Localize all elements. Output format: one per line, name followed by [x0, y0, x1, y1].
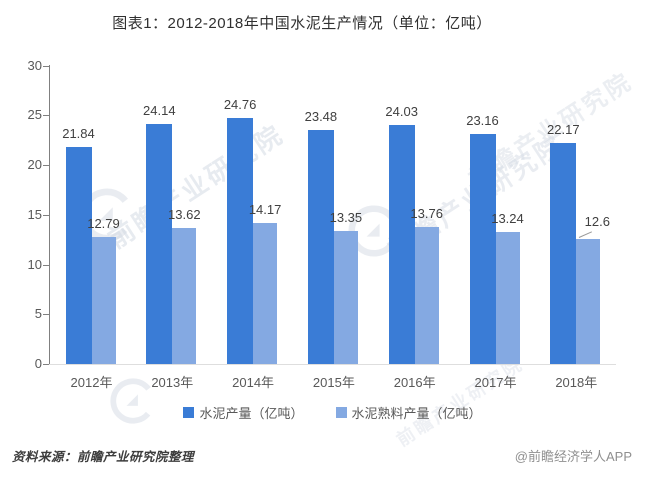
legend: 水泥产量（亿吨） 水泥熟料产量（亿吨）	[49, 403, 616, 421]
y-axis-tick	[43, 115, 49, 117]
y-axis-tick	[43, 314, 49, 316]
y-axis-tick-label: 0	[34, 356, 42, 371]
x-axis-category-label: 2012年	[70, 375, 113, 390]
y-axis-tick-label: 30	[27, 57, 42, 73]
bar-cement-output	[227, 117, 254, 364]
legend-item-clinker: 水泥熟料产量（亿吨）	[335, 403, 482, 422]
bar-clinker-output	[495, 232, 520, 364]
credit-note: @前瞻经济学人APP	[514, 449, 632, 464]
data-label-cement: 24.76	[223, 96, 257, 112]
y-axis-tick-label: 10	[27, 256, 42, 272]
y-axis-tick-label: 5	[34, 306, 42, 322]
bar-clinker-output	[91, 236, 116, 364]
y-axis-tick-label: 25	[27, 107, 42, 123]
bar-clinker-output	[253, 223, 278, 364]
bar-cement-output	[469, 133, 496, 364]
x-axis-category-label: 2015年	[312, 375, 355, 390]
y-axis-tick-label: 15	[27, 206, 42, 222]
data-label-clinker: 13.76	[410, 206, 443, 222]
data-label-clinker: 12.79	[87, 215, 120, 231]
x-axis-category-label: 2013年	[151, 375, 194, 390]
data-label-clinker: 13.62	[168, 207, 201, 223]
source-note: 资料来源：前瞻产业研究院整理	[12, 450, 195, 464]
x-axis-category-label: 2017年	[474, 375, 517, 390]
bar-cement-output	[307, 130, 334, 364]
label-leader-line	[579, 230, 593, 238]
bar-clinker-output	[414, 227, 439, 364]
bar-cement-output	[388, 124, 415, 364]
legend-label: 水泥熟料产量（亿吨）	[351, 405, 482, 421]
data-label-cement: 21.84	[62, 125, 95, 141]
y-axis-tick	[43, 364, 49, 365]
bar-clinker-output	[576, 238, 601, 364]
chart-title: 图表1：2012-2018年中国水泥生产情况（单位：亿吨）	[112, 15, 492, 32]
data-label-cement: 24.14	[143, 102, 176, 118]
legend-item-cement: 水泥产量（亿吨）	[183, 403, 304, 422]
legend-label: 水泥产量（亿吨）	[199, 405, 304, 421]
bar-clinker-output	[333, 231, 358, 364]
data-label-cement: 24.03	[385, 103, 418, 119]
x-axis-category-label: 2016年	[393, 375, 436, 390]
legend-swatch-icon	[335, 406, 347, 418]
bar-cement-output	[550, 143, 577, 364]
data-label-clinker: 13.35	[329, 210, 363, 226]
x-axis-line	[49, 364, 616, 365]
y-axis-line	[49, 65, 50, 365]
data-label-clinker: 14.17	[248, 202, 282, 217]
x-axis-category-label: 2014年	[232, 375, 275, 390]
y-axis-tick	[43, 165, 49, 166]
legend-swatch-icon	[183, 406, 195, 418]
y-axis-tick	[43, 65, 49, 67]
data-label-clinker: 12.6	[584, 213, 610, 229]
data-label-clinker: 13.24	[491, 211, 524, 227]
watermark-text: 前瞻产业研究院	[393, 353, 528, 451]
data-label-cement: 22.17	[547, 122, 580, 138]
y-axis-tick	[43, 214, 49, 216]
y-axis-tick	[43, 264, 49, 266]
x-axis-category-label: 2018年	[555, 375, 598, 390]
bar-cement-output	[146, 123, 173, 364]
bar-clinker-output	[172, 228, 197, 364]
data-label-cement: 23.48	[304, 109, 338, 125]
y-axis-tick-label: 20	[27, 157, 42, 172]
data-label-cement: 23.16	[466, 112, 499, 128]
bar-cement-output	[65, 146, 92, 364]
